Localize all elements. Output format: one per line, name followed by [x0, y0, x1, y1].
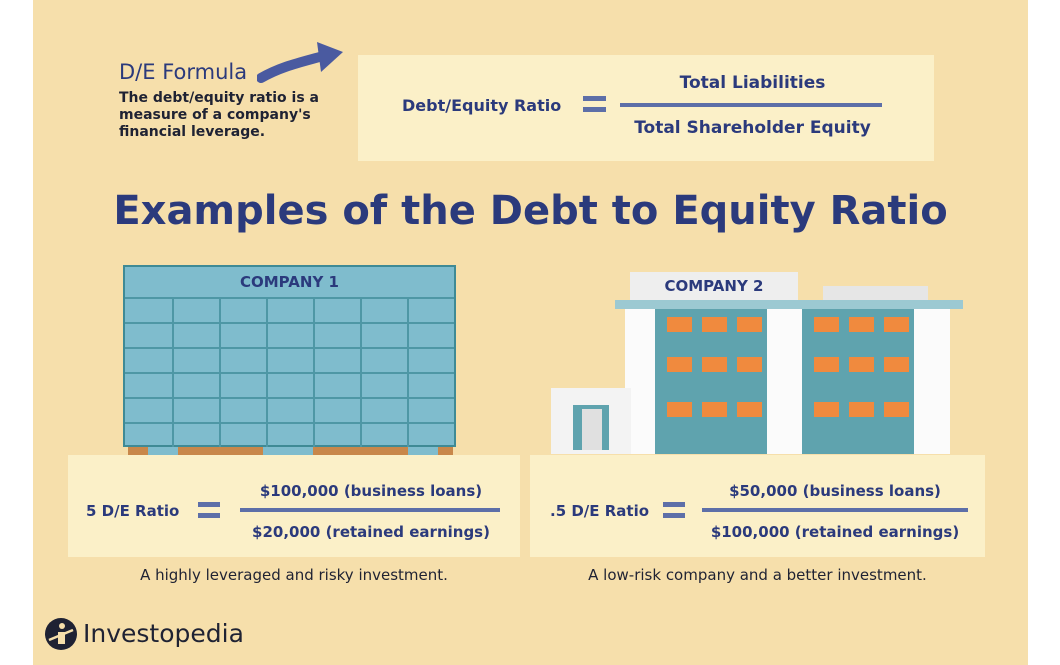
- formula-numerator: Total Liabilities: [679, 73, 826, 93]
- formula-description: The debt/equity ratio is a measure of a …: [119, 90, 319, 140]
- equals-icon: [663, 502, 685, 507]
- company2-building: [625, 309, 950, 454]
- equals-icon: [198, 502, 220, 507]
- company2-caption: A low-risk company and a better investme…: [588, 566, 927, 584]
- company1-ratio-label: 5 D/E Ratio: [86, 502, 180, 520]
- infographic-canvas: D/E Formula The debt/equity ratio is a m…: [33, 0, 1028, 665]
- equals-icon: [198, 513, 220, 518]
- investopedia-logo-icon: [45, 618, 77, 650]
- ratio-label: Debt/Equity Ratio: [402, 96, 562, 115]
- company2-ratio-panel: .5 D/E Ratio $50,000 (business loans) $1…: [530, 455, 985, 557]
- formula-panel: Debt/Equity Ratio Total Liabilities Tota…: [358, 55, 934, 161]
- fraction-line: [240, 508, 500, 512]
- company2-ratio-label: .5 D/E Ratio: [550, 502, 650, 520]
- equals-icon: [583, 96, 606, 101]
- formula-title: D/E Formula: [119, 60, 248, 84]
- company1-caption: A highly leveraged and risky investment.: [140, 566, 448, 584]
- company2-sign: COMPANY 2: [630, 272, 798, 302]
- company2-roof: [615, 300, 963, 309]
- door-glass: [582, 409, 602, 450]
- fraction-line: [702, 508, 968, 512]
- arrow-icon: [257, 42, 343, 83]
- company2-label: COMPANY 2: [664, 277, 764, 295]
- company1-numerator: $100,000 (business loans): [259, 482, 483, 500]
- formula-denominator: Total Shareholder Equity: [634, 118, 871, 138]
- equals-icon: [583, 107, 606, 112]
- company1-denominator: $20,000 (retained earnings): [252, 523, 490, 541]
- rooftop-unit: [823, 286, 928, 302]
- company1-building: COMPANY 1: [123, 265, 456, 447]
- company2-denominator: $100,000 (retained earnings): [710, 523, 960, 541]
- equals-icon: [663, 513, 685, 518]
- brand-name: Investopedia: [83, 619, 244, 648]
- company2-numerator: $50,000 (business loans): [729, 482, 941, 500]
- main-title: Examples of the Debt to Equity Ratio: [113, 188, 948, 234]
- window-block: [802, 309, 914, 454]
- company1-label: COMPANY 1: [240, 273, 339, 291]
- fraction-line: [620, 103, 882, 107]
- window-block: [655, 309, 767, 454]
- company1-ratio-panel: 5 D/E Ratio $100,000 (business loans) $2…: [68, 455, 520, 557]
